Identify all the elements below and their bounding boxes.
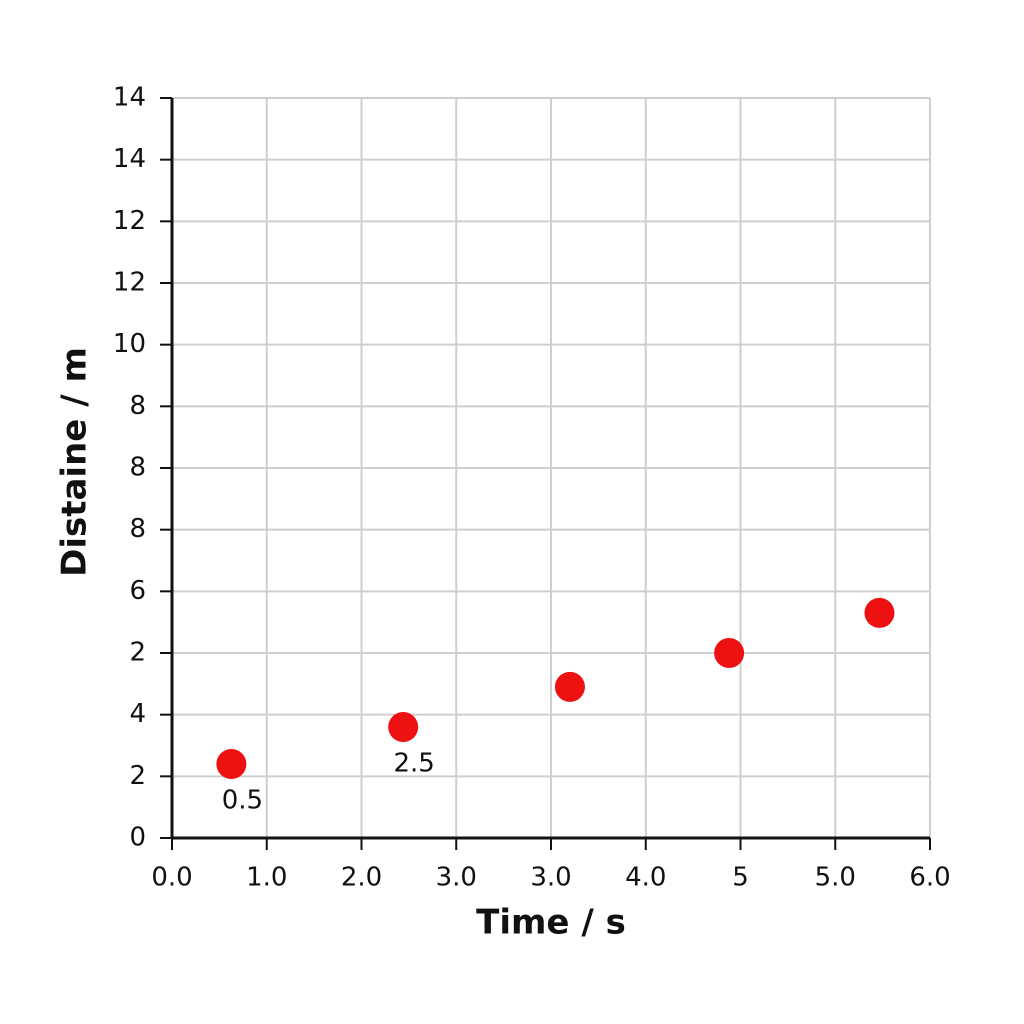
y-tick-label: 8 — [129, 391, 146, 421]
x-tick-label: 2.0 — [341, 863, 382, 893]
data-point — [388, 712, 419, 742]
y-tick-label: 6 — [129, 576, 146, 606]
x-tick-label: 5 — [732, 863, 749, 893]
data-point — [554, 671, 585, 702]
y-tick-label: 14 — [113, 144, 146, 174]
y-tick-label: 8 — [129, 514, 146, 544]
x-tick-label: 1.0 — [246, 863, 287, 893]
y-tick-label: 2 — [129, 761, 146, 791]
point-label: 2.5 — [394, 749, 435, 779]
y-tick-label: 0 — [129, 823, 146, 853]
y-tick-label: 14 — [113, 83, 146, 113]
data-point — [216, 749, 247, 779]
point-label: 0.5 — [222, 786, 263, 816]
y-axis-title: Distaine / m — [55, 347, 95, 577]
y-tick-label: 10 — [113, 329, 146, 359]
x-tick-label: 4.0 — [625, 863, 666, 893]
x-tick-label: 0.0 — [151, 863, 192, 893]
x-axis-title: Time / s — [476, 903, 626, 943]
data-point — [864, 597, 895, 628]
x-tick-label: 3.0 — [436, 863, 477, 893]
y-tick-label: 12 — [113, 206, 146, 236]
y-tick-label: 8 — [129, 453, 146, 483]
data-point — [714, 638, 745, 668]
y-tick-label: 12 — [113, 268, 146, 298]
x-tick-label: 6.0 — [909, 863, 950, 893]
y-tick-label: 4 — [129, 699, 146, 729]
y-tick-label: 2 — [129, 638, 146, 668]
x-tick-label: 3.0 — [530, 863, 571, 893]
x-tick-label: 5.0 — [815, 863, 856, 893]
